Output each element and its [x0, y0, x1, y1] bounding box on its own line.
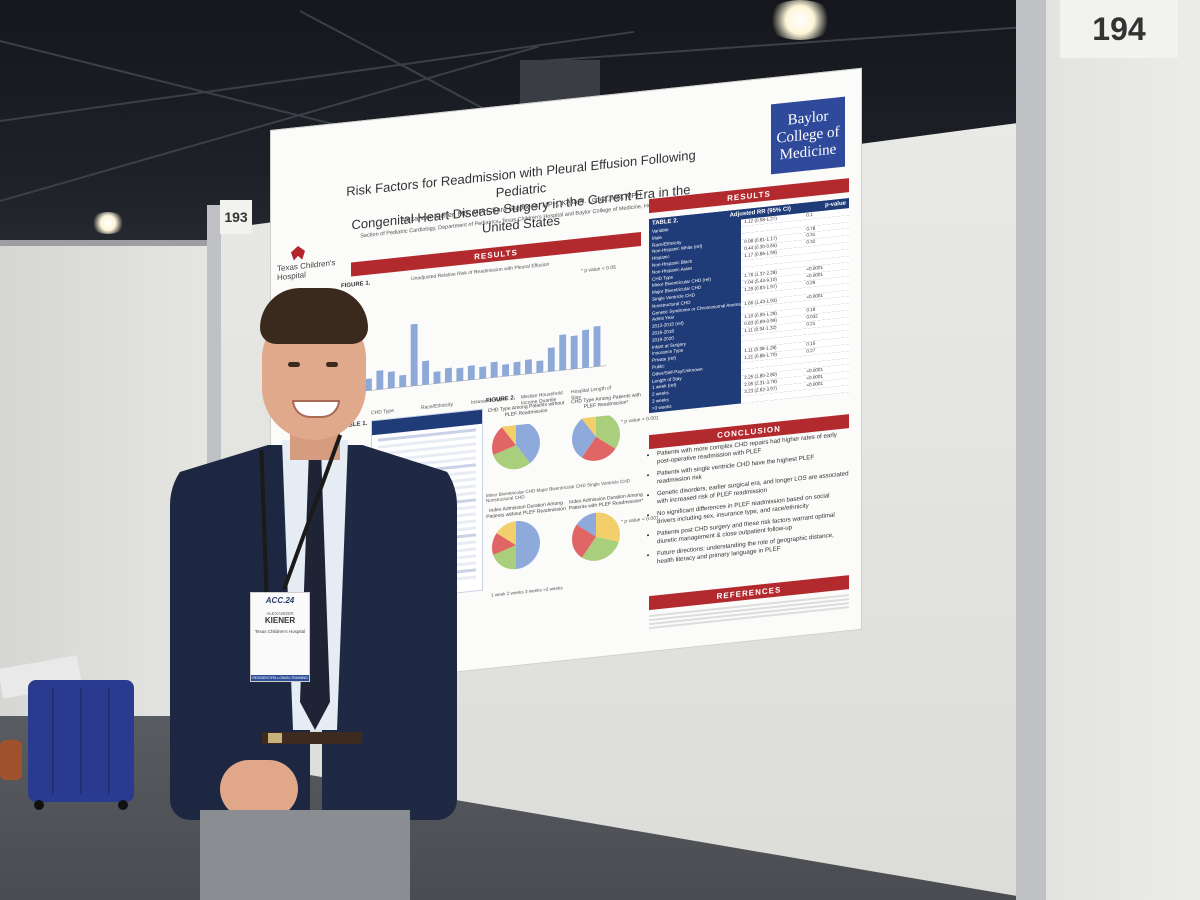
bar-2	[376, 370, 384, 390]
bar-10	[467, 365, 475, 381]
belt	[262, 732, 362, 744]
pie-1-slice	[501, 421, 516, 446]
tch-heart-icon	[291, 245, 305, 260]
partition-post	[1016, 0, 1046, 900]
table-2: TABLE 2. Adjusted RR (95% CI) p-value Va…	[649, 198, 849, 413]
bar-7	[433, 371, 441, 384]
pie-4-slice	[581, 536, 619, 561]
name-badge: ACC.24 ALEXANDER KIENER Texas Children's…	[250, 592, 310, 682]
pie-1-slice	[516, 421, 540, 464]
pie-2-slice	[581, 436, 616, 461]
bar-series	[365, 323, 601, 392]
bar-15	[525, 359, 532, 375]
hand	[220, 760, 298, 818]
bar-20	[582, 329, 589, 369]
bar-21	[593, 325, 601, 367]
presenter: ACC.24 ALEXANDER KIENER Texas Children's…	[150, 280, 470, 900]
badge-event: ACC.24	[265, 596, 295, 605]
bar-13	[502, 364, 509, 377]
pie-1-slice	[492, 427, 516, 455]
pie-3-slice	[493, 545, 516, 570]
suitcase-rib	[80, 688, 82, 794]
pie-2-slice	[596, 412, 620, 449]
bar-4	[399, 374, 407, 388]
figure-2-pie-charts	[492, 412, 620, 570]
bar-1	[365, 378, 372, 392]
pie-2-slice	[581, 412, 596, 437]
eye-left	[288, 362, 300, 367]
figure-2-label: FIGURE 2.	[486, 395, 516, 405]
suitcase-wheel	[34, 800, 44, 810]
pie-4-slice	[576, 512, 596, 537]
badge-last-name: KIENER	[264, 616, 296, 625]
bar-8	[445, 367, 452, 383]
pie-3-slice	[496, 521, 516, 546]
badge-organization: Texas Children's Hospital	[254, 629, 306, 634]
research-poster: Risk Factors for Readmission with Pleura…	[270, 67, 862, 692]
bar-5	[410, 323, 418, 387]
bar-9	[456, 367, 464, 382]
hair	[260, 288, 368, 344]
bar-18	[559, 334, 567, 371]
shoe	[0, 740, 22, 780]
bar-11	[479, 366, 487, 380]
baylor-logo: Baylor College of Medicine	[771, 96, 845, 175]
conclusion-list: Patients with more complex CHD repairs h…	[649, 430, 849, 571]
table-2-rows: Variable 1.12 (0.98-1.27) 0.1 Male Race/Ethn…	[649, 208, 849, 413]
smile	[292, 400, 340, 418]
booth-number-left: 193	[220, 200, 252, 234]
badge-first-name: ALEXANDER	[266, 611, 294, 616]
figure-1-bar-chart	[361, 323, 606, 392]
bar-14	[513, 361, 521, 376]
trousers	[200, 810, 410, 900]
suitcase-wheel	[118, 800, 128, 810]
ceiling-light	[765, 0, 835, 40]
pie-2-slice	[572, 418, 596, 458]
bar-19	[570, 335, 578, 370]
ceiling-light	[90, 212, 126, 234]
pie-3-slice	[492, 533, 516, 555]
eye-right	[326, 362, 338, 367]
booth-number-right: 194	[1060, 0, 1178, 58]
pie-4-slice	[572, 524, 596, 558]
badge-strip: RESIDENT/FELLOW/IN-TRAINING	[251, 675, 309, 681]
pie-1-slice	[493, 445, 531, 470]
suitcase-rib	[108, 688, 110, 794]
bar-17	[547, 347, 555, 372]
pie-3-slice	[516, 521, 540, 570]
bar-6	[422, 360, 430, 386]
bar-12	[490, 361, 498, 378]
suitcase-rib	[52, 688, 54, 794]
texas-childrens-logo: Texas Children's Hospital	[277, 242, 337, 282]
belt-buckle	[268, 733, 282, 743]
conclusion-bullets: Patients with more complex CHD repairs h…	[649, 430, 849, 567]
right-partition	[1040, 0, 1200, 900]
bar-3	[387, 371, 395, 389]
pie-4-slice	[596, 512, 620, 542]
bar-16	[536, 360, 544, 373]
